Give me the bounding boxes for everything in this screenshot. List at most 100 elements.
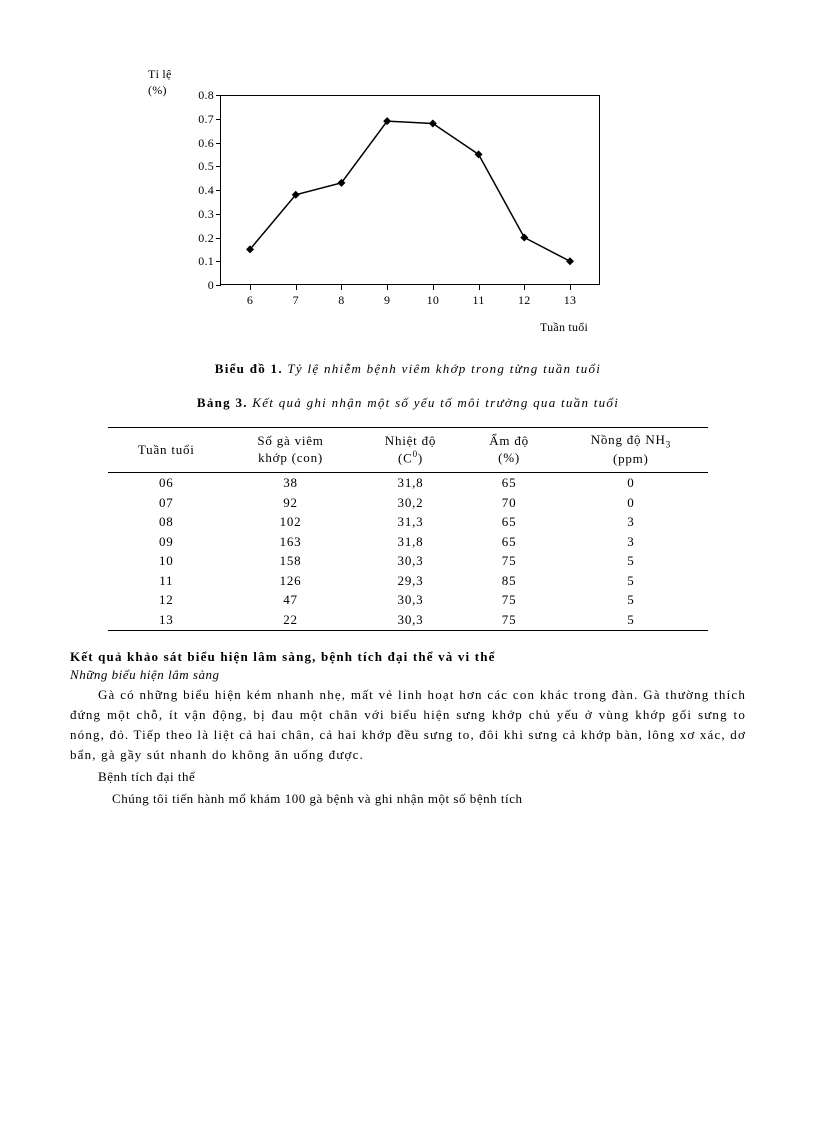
table-cell: 38 — [225, 473, 357, 493]
x-tick-mark — [341, 285, 342, 290]
chart-marker — [520, 234, 528, 242]
table-row: 0810231,3653 — [108, 512, 708, 532]
table-row: 0916331,8653 — [108, 532, 708, 552]
table-cell: 22 — [225, 610, 357, 630]
th-temp: Nhiệt độ (C0) — [357, 428, 465, 473]
th-humidity: Ẩm độ (%) — [464, 428, 553, 473]
table-cell: 30,3 — [357, 590, 465, 610]
table-caption: Bảng 3. Kết quả ghi nhận một số yếu tố m… — [70, 395, 746, 411]
table-cell: 07 — [108, 493, 225, 513]
table-row: 1112629,3855 — [108, 571, 708, 591]
chart-marker — [475, 150, 483, 158]
table-cell: 70 — [464, 493, 553, 513]
th-count: Số gà viêm khớp (con) — [225, 428, 357, 473]
table-cell: 11 — [108, 571, 225, 591]
table-row: 1015830,3755 — [108, 551, 708, 571]
table-cell: 08 — [108, 512, 225, 532]
table-cell: 65 — [464, 512, 553, 532]
y-tick-label: 0.8 — [180, 88, 214, 103]
x-tick-mark — [250, 285, 251, 290]
table-cell: 5 — [554, 571, 708, 591]
table-cell: 102 — [225, 512, 357, 532]
y-tick-label: 0.1 — [180, 254, 214, 269]
y-tick-label: 0.2 — [180, 231, 214, 246]
x-tick-mark — [387, 285, 388, 290]
table-header-row: Tuần tuổi Số gà viêm khớp (con) Nhiệt độ… — [108, 428, 708, 473]
table-cell: 126 — [225, 571, 357, 591]
y-tick-label: 0.3 — [180, 207, 214, 222]
table-cell: 12 — [108, 590, 225, 610]
y-title-line1: Tỉ lệ — [148, 67, 172, 81]
x-tick-mark — [479, 285, 480, 290]
table-cell: 06 — [108, 473, 225, 493]
table-cell: 0 — [554, 473, 708, 493]
table-cell: 3 — [554, 512, 708, 532]
table-cell: 158 — [225, 551, 357, 571]
th-week: Tuần tuổi — [108, 428, 225, 473]
x-tick-mark — [433, 285, 434, 290]
y-title-line2: (%) — [148, 83, 167, 97]
table-cell: 5 — [554, 610, 708, 630]
x-tick-label: 13 — [560, 293, 580, 308]
table-cell: 10 — [108, 551, 225, 571]
paragraph-3: Chúng tôi tiến hành mổ khám 100 gà bệnh … — [70, 789, 746, 809]
table-cell: 75 — [464, 610, 553, 630]
paragraph-1: Gà có những biểu hiện kém nhanh nhẹ, mất… — [70, 685, 746, 766]
x-tick-label: 7 — [286, 293, 306, 308]
y-tick-label: 0.7 — [180, 112, 214, 127]
table-row: 079230,2700 — [108, 493, 708, 513]
table-cell: 85 — [464, 571, 553, 591]
x-tick-label: 10 — [423, 293, 443, 308]
table-cell: 30,3 — [357, 610, 465, 630]
th-nh3: Nồng độ NH3 (ppm) — [554, 428, 708, 473]
table-cell: 75 — [464, 551, 553, 571]
table-cell: 5 — [554, 590, 708, 610]
chart-container: Tỉ lệ (%) 00.10.20.30.40.50.60.70.8 6789… — [180, 95, 746, 305]
x-tick-mark — [570, 285, 571, 290]
table-caption-text: Kết quả ghi nhận một số yếu tố môi trườn… — [248, 395, 619, 410]
x-tick-label: 8 — [331, 293, 351, 308]
table-row: 063831,8650 — [108, 473, 708, 493]
y-tick-label: 0.4 — [180, 183, 214, 198]
y-tick-label: 0 — [180, 278, 214, 293]
table-cell: 31,8 — [357, 532, 465, 552]
chart-svg — [220, 95, 600, 285]
table-cell: 0 — [554, 493, 708, 513]
table-cell: 30,3 — [357, 551, 465, 571]
table-cell: 29,3 — [357, 571, 465, 591]
section-heading: Kết quả khảo sát biểu hiện lâm sàng, bện… — [70, 649, 746, 665]
table-cell: 13 — [108, 610, 225, 630]
table-cell: 30,2 — [357, 493, 465, 513]
table-row: 132230,3755 — [108, 610, 708, 630]
chart-marker — [566, 257, 574, 265]
x-tick-mark — [296, 285, 297, 290]
y-tick-mark — [216, 285, 221, 286]
table-cell: 92 — [225, 493, 357, 513]
chart-caption-text: Tỷ lệ nhiễm bệnh viêm khớp trong từng tu… — [283, 361, 601, 376]
sub-heading: Những biểu hiện lâm sàng — [70, 667, 746, 683]
y-tick-label: 0.5 — [180, 159, 214, 174]
table-cell: 163 — [225, 532, 357, 552]
x-tick-label: 11 — [469, 293, 489, 308]
chart-caption: Biểu đồ 1. Tỷ lệ nhiễm bệnh viêm khớp tr… — [70, 361, 746, 377]
x-tick-label: 12 — [514, 293, 534, 308]
x-axis-title: Tuần tuổi — [540, 320, 588, 335]
x-tick-mark — [524, 285, 525, 290]
data-table: Tuần tuổi Số gà viêm khớp (con) Nhiệt độ… — [108, 427, 708, 631]
table-cell: 65 — [464, 532, 553, 552]
table-cell: 31,8 — [357, 473, 465, 493]
table-cell: 09 — [108, 532, 225, 552]
table-cell: 3 — [554, 532, 708, 552]
chart-caption-prefix: Biểu đồ 1. — [215, 361, 283, 376]
table-cell: 5 — [554, 551, 708, 571]
paragraph-2-label: Bệnh tích đại thể — [70, 767, 746, 787]
table-cell: 75 — [464, 590, 553, 610]
table-cell: 31,3 — [357, 512, 465, 532]
table-row: 124730,3755 — [108, 590, 708, 610]
table-cell: 47 — [225, 590, 357, 610]
y-tick-label: 0.6 — [180, 136, 214, 151]
x-tick-label: 6 — [240, 293, 260, 308]
chart-marker — [429, 120, 437, 128]
table-caption-prefix: Bảng 3. — [197, 395, 248, 410]
table-cell: 65 — [464, 473, 553, 493]
